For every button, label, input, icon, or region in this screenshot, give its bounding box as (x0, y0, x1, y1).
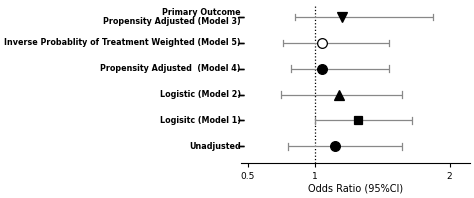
Text: Propensity Adjusted (Model 3): Propensity Adjusted (Model 3) (103, 17, 241, 26)
Text: Logistic (Model 2): Logistic (Model 2) (160, 90, 241, 99)
Text: Unadjusted: Unadjusted (189, 142, 241, 151)
Text: Primary Outcome: Primary Outcome (162, 8, 241, 17)
X-axis label: Odds Ratio (95%CI): Odds Ratio (95%CI) (308, 184, 403, 194)
Text: Logisitc (Model 1): Logisitc (Model 1) (160, 116, 241, 125)
Text: Inverse Probablity of Treatment Weighted (Model 5): Inverse Probablity of Treatment Weighted… (4, 38, 241, 47)
Text: Propensity Adjusted  (Model 4): Propensity Adjusted (Model 4) (100, 64, 241, 73)
